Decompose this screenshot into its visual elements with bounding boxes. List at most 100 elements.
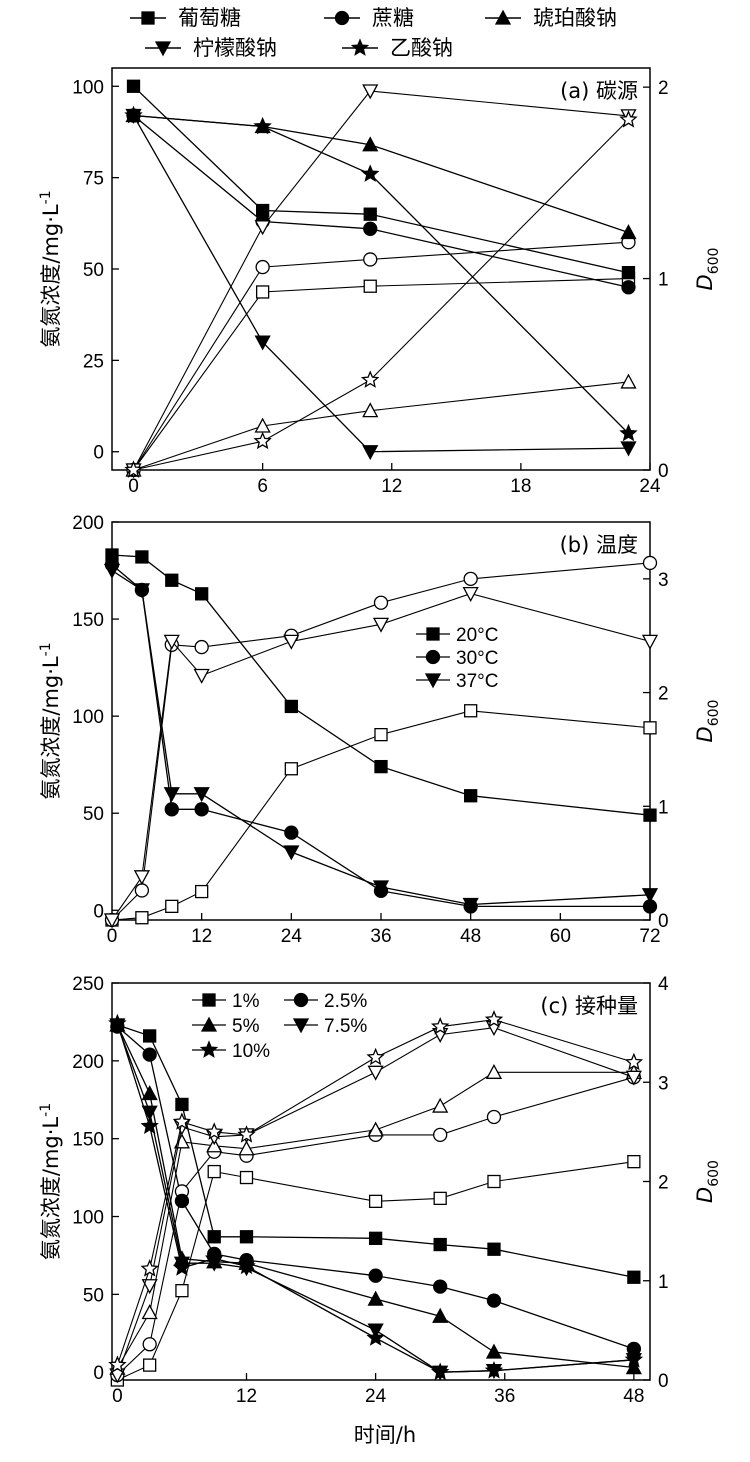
legend-marker [350, 38, 370, 56]
legend-label: 1% [232, 991, 260, 1012]
od-point [360, 370, 380, 388]
od-point [124, 460, 143, 478]
y-tick-label: 75 [83, 169, 104, 190]
legend-marker [425, 649, 441, 665]
ammonia-point [464, 789, 478, 803]
series-line-od [133, 119, 629, 471]
ammonia-point [141, 1085, 158, 1101]
x-tick-label: 60 [550, 926, 571, 947]
od-point [620, 373, 637, 389]
ammonia-point [368, 1268, 383, 1283]
od-point [253, 431, 272, 450]
ammonia-point [164, 802, 179, 817]
x-tick-label: 24 [281, 926, 303, 947]
od-point [165, 899, 179, 914]
y2-axis-label: D600 [693, 700, 722, 743]
ammonia-point [174, 1193, 190, 1209]
ammonia-point [284, 699, 298, 714]
ammonia-point [485, 1343, 503, 1359]
legend-label: 2.5% [324, 991, 367, 1012]
legend-label: 37°C [456, 671, 498, 692]
y2-tick-label: 1 [658, 1272, 669, 1293]
y-axis-label-sup: -1 [38, 190, 54, 204]
legend-label: 30°C [456, 648, 498, 669]
od-point [108, 1355, 127, 1373]
series-line-ammonia [133, 114, 629, 234]
y-tick-label: 50 [83, 260, 104, 281]
legend-label: 乙酸钠 [390, 36, 453, 60]
legend-label: 10% [232, 1041, 270, 1062]
series-line-od [133, 381, 629, 471]
y2-tick-label: 4 [658, 974, 669, 995]
y2-tick-label: 3 [658, 1073, 669, 1094]
y-tick-label: 0 [93, 901, 104, 922]
ammonia-point [462, 897, 479, 913]
ammonia-point [360, 164, 380, 182]
series-line-od [111, 593, 651, 921]
x-tick-label: 12 [191, 926, 212, 947]
ammonia-point [253, 116, 272, 135]
legend-marker [199, 1040, 219, 1058]
y2-tick-label: 0 [658, 461, 669, 482]
od-point [194, 639, 209, 655]
od-point [362, 84, 379, 100]
ammonia-point [135, 550, 149, 564]
y2-tick-label: 3 [658, 570, 669, 591]
legend-label: 20°C [456, 625, 498, 646]
ammonia-point [372, 880, 390, 896]
od-point [432, 1097, 449, 1113]
x-tick-label: 6 [257, 476, 268, 497]
series-line-od [111, 562, 651, 921]
legend-marker [141, 11, 155, 25]
y-tick-label: 100 [72, 77, 104, 98]
od-point [163, 634, 180, 650]
y-axis-label-sup: -1 [38, 1103, 54, 1117]
od-point [175, 1284, 189, 1298]
x-tick-label: 18 [510, 476, 531, 497]
y-tick-label: 100 [72, 707, 104, 728]
od-point [143, 1358, 157, 1372]
od-point [624, 1052, 644, 1071]
ammonia-point [367, 1290, 384, 1306]
x-tick-label: 24 [639, 476, 661, 497]
y2-tick-label: 0 [658, 911, 669, 932]
ammonia-point [124, 105, 143, 124]
ammonia-point [641, 888, 659, 904]
od-point [642, 555, 658, 571]
ammonia-point [627, 1270, 641, 1284]
y-tick-label: 150 [72, 610, 104, 631]
ammonia-point [194, 802, 209, 817]
ammonia-point [432, 1307, 449, 1323]
y-axis-label: 氨氮浓度/mg·L-1 [38, 190, 63, 347]
legend-marker [424, 673, 442, 689]
x-tick-label: 36 [370, 926, 391, 947]
series-line-od [133, 90, 629, 471]
od-point [641, 634, 659, 650]
panel-title: (c) 接种量 [540, 994, 638, 1018]
legend-marker [292, 1018, 310, 1034]
y2-axis-label-sub: 600 [706, 700, 722, 727]
y-tick-label: 0 [93, 1363, 104, 1384]
ammonia-point [374, 759, 388, 774]
ammonia-point [108, 1013, 127, 1032]
od-point [103, 913, 121, 929]
y2-tick-label: 1 [658, 797, 669, 818]
ammonia-point [193, 787, 210, 803]
series-line-ammonia [111, 569, 651, 906]
od-point [363, 252, 378, 267]
ammonia-point [620, 224, 637, 240]
legend-marker [494, 9, 512, 25]
od-point [363, 279, 377, 293]
od-point [643, 721, 657, 735]
od-point [625, 1070, 642, 1086]
x-tick-label: 36 [494, 1386, 515, 1407]
od-point [284, 762, 298, 776]
y-tick-label: 25 [83, 351, 104, 372]
x-tick-label: 24 [365, 1386, 387, 1407]
ammonia-point [103, 563, 121, 579]
ammonia-point [126, 79, 141, 93]
ammonia-point [172, 1258, 192, 1276]
od-point [487, 1174, 501, 1189]
